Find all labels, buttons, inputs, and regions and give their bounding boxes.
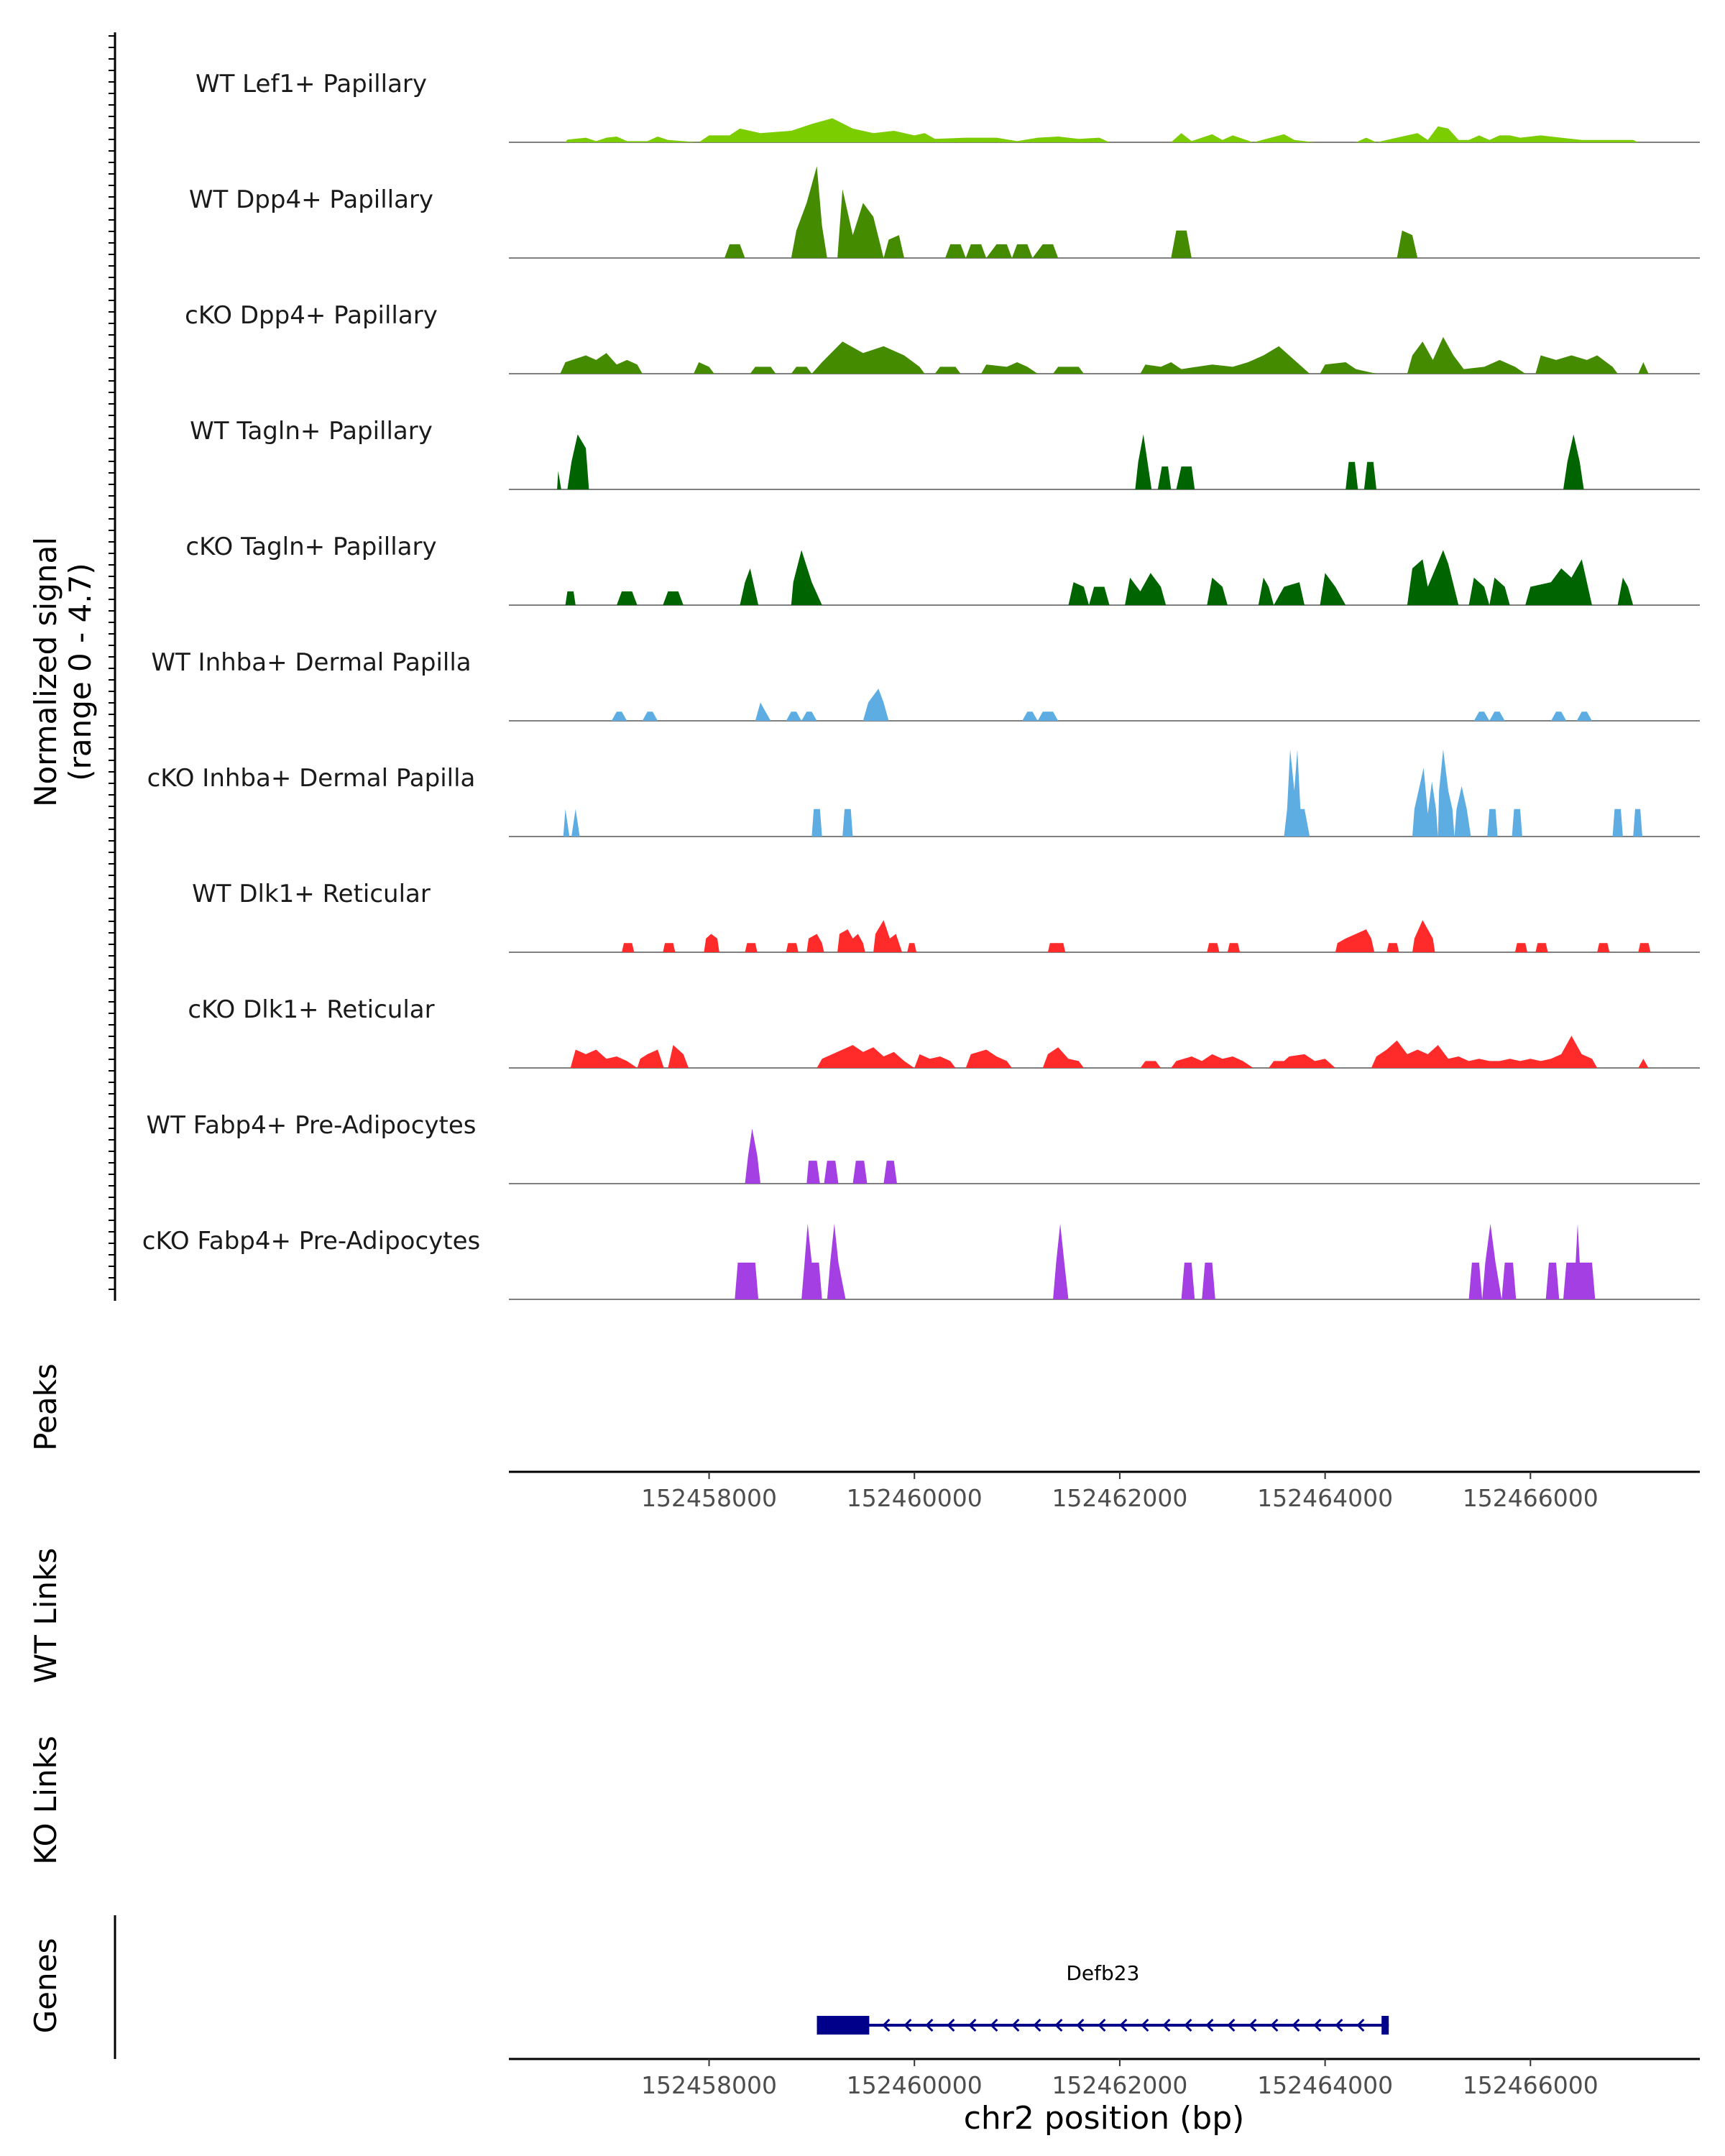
y-axis-label-line1: Normalized signal [28, 537, 63, 807]
signal-area [570, 1036, 1649, 1068]
strand-arrow [1227, 2018, 1236, 2032]
x-tick-label: 152460000 [847, 2071, 983, 2099]
x-tick-label: 152466000 [1463, 1484, 1598, 1512]
track-label: WT Inhba+ Dermal Papilla [151, 648, 471, 677]
track-7: cKO Inhba+ Dermal Papilla [147, 749, 1700, 837]
signal-area [724, 166, 1418, 258]
x-tick-label: 152464000 [1257, 1484, 1393, 1512]
x-tick-label: 152460000 [847, 1484, 983, 1512]
strand-arrow [1054, 2018, 1063, 2032]
signal-area [622, 920, 1651, 952]
track-9: cKO Dlk1+ Reticular [188, 995, 1700, 1069]
x-tick-label: 152462000 [1052, 2071, 1187, 2099]
track-label: WT Lef1+ Papillary [196, 70, 427, 98]
track-8: WT Dlk1+ Reticular [192, 880, 1700, 953]
wt-links-panel-label: WT Links [28, 1548, 63, 1683]
strand-arrow [1335, 2018, 1343, 2032]
strand-arrow [1076, 2018, 1085, 2032]
strand-arrow [903, 2018, 912, 2032]
peaks-x-ticks: 152458000 152460000 152462000 152464000 1524… [641, 1472, 1598, 1512]
signal-area [565, 118, 1639, 142]
strand-arrow [925, 2018, 934, 2032]
strand-arrow [1119, 2018, 1128, 2032]
strand-arrow [968, 2018, 977, 2032]
track-10: WT Fabp4+ Pre-Adipocytes [147, 1111, 1700, 1184]
track-4: WT Tagln+ Papillary [190, 417, 1700, 490]
strand-arrow [1248, 2018, 1257, 2032]
signal-area [563, 749, 1643, 837]
gene-model-defb23[interactable] [816, 2016, 1389, 2035]
x-tick-label: 152458000 [641, 2071, 777, 2099]
strand-arrow [1292, 2018, 1300, 2032]
track-label: cKO Tagln+ Papillary [185, 533, 436, 561]
track-label: cKO Dlk1+ Reticular [188, 995, 434, 1024]
y-axis-label-line2: (range 0 - 4.7) [63, 563, 98, 781]
gene-end-block [1381, 2016, 1389, 2035]
strand-arrow [1033, 2018, 1041, 2032]
strand-arrow [1011, 2018, 1020, 2032]
strand-arrow [990, 2018, 998, 2032]
signal-area [745, 1128, 897, 1184]
strand-arrow [1356, 2018, 1365, 2032]
peaks-panel-label: Peaks [28, 1363, 63, 1451]
gene-label: Defb23 [1066, 1961, 1139, 1985]
track-label: WT Tagln+ Papillary [190, 417, 433, 446]
track-11: cKO Fabp4+ Pre-Adipocytes [142, 1223, 1700, 1300]
gene-utr-block [816, 2016, 870, 2035]
coverage-tracks: WT Lef1+ Papillary WT Dpp4+ Papillary cKO … [142, 70, 1700, 1300]
x-tick-label: 152466000 [1463, 2071, 1598, 2099]
x-tick-label: 152464000 [1257, 2071, 1393, 2099]
x-tick-label: 152462000 [1052, 1484, 1187, 1512]
track-1: WT Lef1+ Papillary [196, 70, 1700, 143]
track-label: cKO Dpp4+ Papillary [185, 301, 438, 330]
genes-panel-label: Genes [28, 1938, 63, 2034]
track-label: WT Dlk1+ Reticular [192, 880, 431, 908]
signal-area [557, 434, 1584, 489]
strand-arrow [882, 2018, 891, 2032]
track-2: WT Dpp4+ Papillary [189, 166, 1700, 259]
strand-arrow [1184, 2018, 1192, 2032]
strand-arrow [947, 2018, 955, 2032]
strand-arrow [1270, 2018, 1279, 2032]
track-3: cKO Dpp4+ Papillary [185, 301, 1700, 374]
track-label: cKO Fabp4+ Pre-Adipocytes [142, 1227, 481, 1256]
track-5: cKO Tagln+ Papillary [185, 533, 1700, 606]
signal-area [565, 550, 1634, 605]
signal-area [611, 688, 1592, 721]
ko-links-panel-label: KO Links [28, 1736, 63, 1865]
strand-arrow [1098, 2018, 1106, 2032]
x-tick-label: 152458000 [641, 1484, 777, 1512]
strand-arrow [1313, 2018, 1322, 2032]
track-label: WT Dpp4+ Papillary [189, 185, 433, 214]
signal-area [560, 336, 1649, 374]
track-label: cKO Inhba+ Dermal Papilla [147, 764, 476, 793]
strand-arrow [1205, 2018, 1214, 2032]
strand-arrow [1141, 2018, 1149, 2032]
x-axis-title: chr2 position (bp) [964, 2100, 1245, 2137]
track-6: WT Inhba+ Dermal Papilla [151, 648, 1700, 722]
genes-x-ticks: 152458000 152460000 152462000 152464000 1524… [641, 2059, 1598, 2099]
signal-area [735, 1223, 1596, 1299]
track-label: WT Fabp4+ Pre-Adipocytes [147, 1111, 477, 1140]
strand-arrow [1162, 2018, 1171, 2032]
